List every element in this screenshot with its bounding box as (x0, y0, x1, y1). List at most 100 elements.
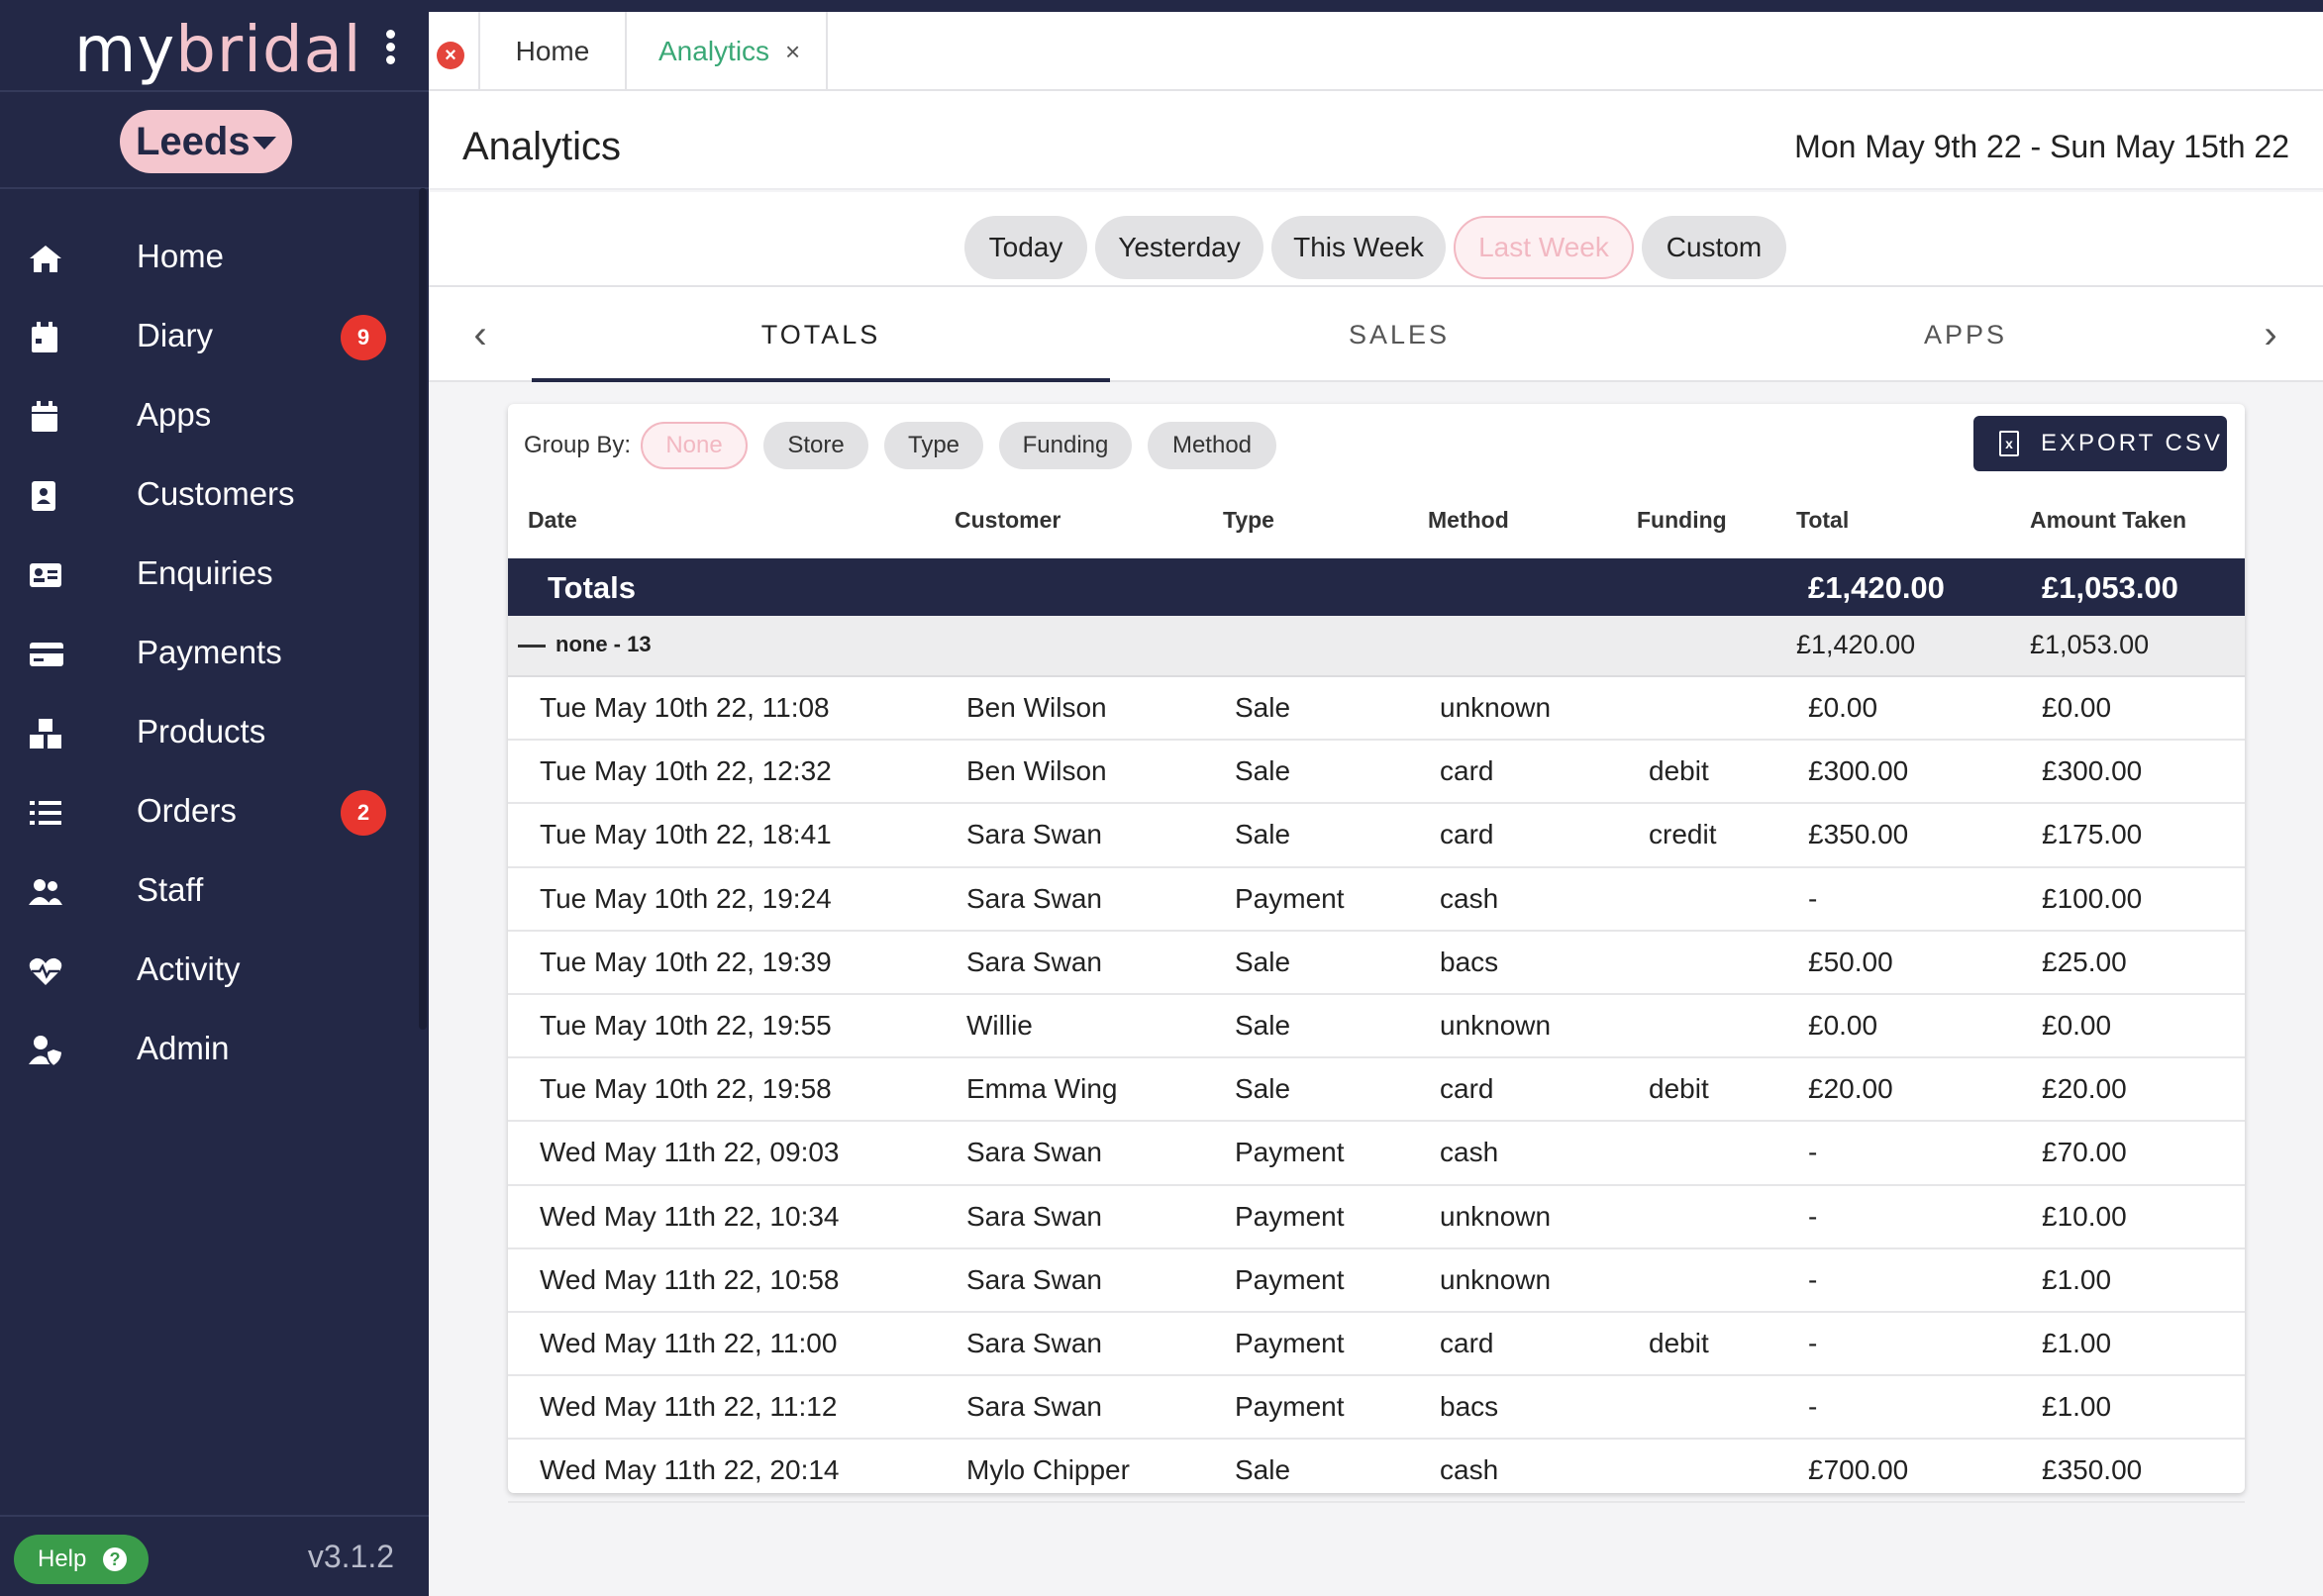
tab-home[interactable]: Home (478, 12, 627, 91)
tab-bar: × Home Analytics × (429, 12, 2323, 91)
group-funding-chip[interactable]: Funding (999, 422, 1132, 469)
tab-home-label: Home (515, 36, 590, 66)
column-header-amount-taken[interactable]: Amount Taken (2030, 507, 2187, 533)
orders-count-badge: 2 (341, 790, 386, 836)
sidebar-item-label: Customers (137, 475, 295, 512)
group-type-chip[interactable]: Type (884, 422, 983, 469)
sidebar-item-admin[interactable]: Admin (0, 1006, 421, 1095)
cell-date: Tue May 10th 22, 19:24 (540, 882, 832, 914)
cell-customer: Sara Swan (966, 1391, 1102, 1423)
cell-type: Payment (1235, 1137, 1345, 1168)
table-row[interactable]: Wed May 11th 22, 11:00 Sara Swan Payment ca… (508, 1313, 2245, 1377)
cell-total: £300.00 (1808, 755, 1909, 787)
group-row[interactable]: none - 13 £1,420.00 £1,053.00 (508, 616, 2245, 677)
sidebar-item-label: Home (137, 238, 225, 274)
column-header-type[interactable]: Type (1223, 507, 1274, 533)
export-csv-button[interactable]: x EXPORT CSV (1973, 416, 2227, 471)
sidebar-item-orders[interactable]: Orders 2 (0, 768, 421, 857)
cell-amount-taken: £175.00 (2042, 819, 2143, 850)
cell-type: Payment (1235, 882, 1345, 914)
column-header-method[interactable]: Method (1428, 507, 1509, 533)
heartbeat-icon (29, 957, 62, 985)
chevron-right-icon[interactable]: › (2264, 313, 2277, 356)
cell-customer: Sara Swan (966, 819, 1102, 850)
sidebar-item-diary[interactable]: Diary 9 (0, 293, 421, 382)
tab-apps[interactable]: APPS (1923, 320, 2008, 349)
range-this-week-button[interactable]: This Week (1271, 216, 1446, 279)
cell-type: Sale (1235, 755, 1291, 787)
sidebar-item-products[interactable]: Products (0, 689, 421, 778)
cell-total: - (1808, 1327, 1818, 1358)
cell-total: - (1808, 1263, 1818, 1295)
cell-type: Payment (1235, 1327, 1345, 1358)
cell-method: unknown (1440, 1200, 1552, 1232)
cell-customer: Mylo Chipper (966, 1454, 1130, 1486)
range-today-button[interactable]: Today (964, 216, 1087, 279)
table-row[interactable]: Tue May 10th 22, 19:55 Willie Sale unknown £… (508, 995, 2245, 1059)
tab-totals[interactable]: TOTALS (532, 287, 1110, 382)
sidebar-scrollbar[interactable] (419, 188, 427, 1030)
table-row[interactable]: Wed May 11th 22, 20:14 Mylo Chipper Sale ca… (508, 1440, 2245, 1504)
sidebar-item-label: Diary (137, 317, 214, 353)
column-header-total[interactable]: Total (1796, 507, 1850, 533)
tab-analytics[interactable]: Analytics × (627, 12, 828, 91)
column-header-funding[interactable]: Funding (1637, 507, 1727, 533)
help-button[interactable]: Help ? (14, 1535, 149, 1584)
cell-amount-taken: £0.00 (2042, 692, 2112, 723)
analytics-table-card: Group By: None Store Type Funding Method… (508, 404, 2245, 1504)
column-header-customer[interactable]: Customer (955, 507, 1061, 533)
sidebar-item-label: Products (137, 713, 266, 749)
table-row[interactable]: Wed May 11th 22, 09:03 Sara Swan Payment ca… (508, 1122, 2245, 1186)
range-yesterday-button[interactable]: Yesterday (1095, 216, 1263, 279)
more-menu-icon[interactable] (384, 30, 396, 65)
column-header-date[interactable]: Date (528, 507, 577, 533)
table-row[interactable]: Wed May 11th 22, 11:12 Sara Swan Payment ba… (508, 1376, 2245, 1441)
cell-date: Tue May 10th 22, 19:39 (540, 946, 832, 977)
chevron-left-icon[interactable]: ‹ (473, 313, 487, 356)
sidebar-item-activity[interactable]: Activity (0, 927, 421, 1016)
group-none-chip[interactable]: None (641, 422, 748, 469)
cell-date: Wed May 11th 22, 20:14 (540, 1454, 840, 1486)
close-tab-icon[interactable]: × (785, 37, 801, 66)
users-icon (29, 879, 62, 905)
group-store-chip[interactable]: Store (763, 422, 868, 469)
cell-date: Wed May 11th 22, 10:58 (540, 1263, 840, 1295)
cell-total: £350.00 (1808, 819, 1909, 850)
page-header: Analytics Mon May 9th 22 - Sun May 15th … (429, 91, 2323, 190)
table-row[interactable]: Tue May 10th 22, 12:32 Ben Wilson Sale card… (508, 741, 2245, 805)
group-method-chip[interactable]: Method (1148, 422, 1276, 469)
sidebar-item-enquiries[interactable]: Enquiries (0, 531, 421, 620)
cell-amount-taken: £25.00 (2042, 946, 2127, 977)
cell-method: card (1440, 755, 1494, 787)
table-row[interactable]: Tue May 10th 22, 18:41 Sara Swan Sale card c… (508, 804, 2245, 868)
sidebar-item-staff[interactable]: Staff (0, 848, 421, 937)
cell-total: £0.00 (1808, 692, 1878, 723)
table-row[interactable]: Tue May 10th 22, 19:58 Emma Wing Sale card d… (508, 1058, 2245, 1123)
caret-down-icon (252, 137, 276, 150)
list-icon (30, 801, 61, 825)
table-row[interactable]: Tue May 10th 22, 11:08 Ben Wilson Sale unkn… (508, 677, 2245, 742)
sidebar-item-payments[interactable]: Payments (0, 610, 421, 699)
cell-total: £700.00 (1808, 1454, 1909, 1486)
store-selector[interactable]: Leeds (120, 110, 292, 173)
cell-type: Sale (1235, 1073, 1291, 1105)
cell-amount-taken: £1.00 (2042, 1327, 2112, 1358)
logo[interactable]: mybridal (74, 14, 362, 87)
close-all-tabs-icon[interactable]: × (437, 42, 464, 69)
range-custom-button[interactable]: Custom (1642, 216, 1786, 279)
sidebar-item-home[interactable]: Home (0, 214, 421, 303)
cell-total: - (1808, 1200, 1818, 1232)
cell-date: Tue May 10th 22, 19:58 (540, 1073, 832, 1105)
cell-method: unknown (1440, 1009, 1552, 1041)
table-row[interactable]: Wed May 11th 22, 10:58 Sara Swan Payment un… (508, 1249, 2245, 1313)
cell-total: - (1808, 1391, 1818, 1423)
tab-sales[interactable]: SALES (1348, 320, 1451, 349)
range-last-week-button[interactable]: Last Week (1454, 216, 1634, 279)
collapse-icon[interactable] (518, 645, 546, 648)
table-row[interactable]: Tue May 10th 22, 19:39 Sara Swan Sale bacs £… (508, 932, 2245, 995)
cell-funding: debit (1649, 1327, 1709, 1358)
sidebar-item-apps[interactable]: Apps (0, 372, 421, 461)
table-row[interactable]: Tue May 10th 22, 19:24 Sara Swan Payment ca… (508, 868, 2245, 932)
table-row[interactable]: Wed May 11th 22, 10:34 Sara Swan Payment un… (508, 1186, 2245, 1249)
sidebar-item-customers[interactable]: Customers (0, 451, 421, 541)
